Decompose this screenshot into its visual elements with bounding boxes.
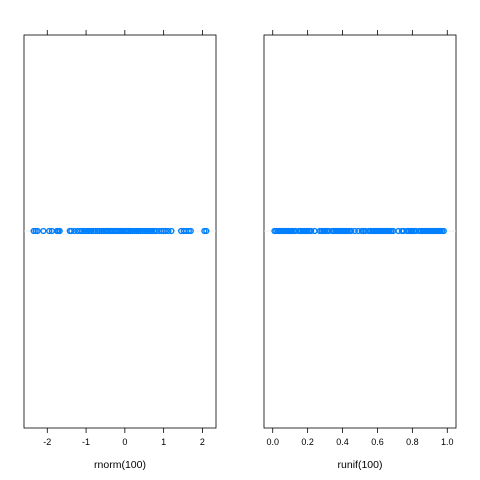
- rnorm-panel-frame: [23, 34, 217, 429]
- runif-x-axis-label: runif(100): [338, 459, 383, 471]
- runif-point: [348, 227, 355, 235]
- runif-tick-label: 0.4: [336, 437, 349, 447]
- runif-tick-label: 1.0: [441, 437, 454, 447]
- rnorm-point: [88, 227, 95, 235]
- rnorm-point: [152, 227, 159, 235]
- rnorm-point: [165, 227, 172, 235]
- runif-tick-label: 0.8: [406, 437, 419, 447]
- rnorm-tick-label: 0: [122, 437, 127, 447]
- rnorm-x-axis-label: rnorm(100): [94, 459, 146, 471]
- runif-point: [351, 227, 358, 235]
- rnorm-tick-label: -1: [82, 437, 90, 447]
- rnorm-point: [203, 227, 210, 235]
- rnorm-point: [40, 227, 47, 235]
- runif-point: [308, 227, 315, 235]
- runif-point: [440, 227, 447, 235]
- rnorm-tick-label: 2: [200, 437, 205, 447]
- runif-tick-label: 0.0: [266, 437, 279, 447]
- rnorm-point: [71, 227, 78, 235]
- panel-rnorm: -2 -1 0 1 2 rnorm(100): [23, 30, 217, 471]
- rnorm-tick-label: -2: [43, 437, 51, 447]
- rnorm-point: [34, 227, 41, 235]
- runif-tick-label: 0.2: [301, 437, 314, 447]
- rnorm-tick-label: 1: [161, 437, 166, 447]
- rnorm-point: [187, 227, 194, 235]
- panel-runif: 0.0 0.2 0.4 0.6 0.8 1.0 runif(100): [263, 30, 457, 471]
- rnorm-point: [162, 227, 169, 235]
- rnorm-point: [56, 227, 63, 235]
- rnorm-point: [68, 227, 75, 235]
- rnorm-point: [46, 227, 53, 235]
- rnorm-point: [168, 227, 175, 235]
- runif-tick-label: 0.6: [371, 437, 384, 447]
- runif-panel-frame: [263, 34, 457, 429]
